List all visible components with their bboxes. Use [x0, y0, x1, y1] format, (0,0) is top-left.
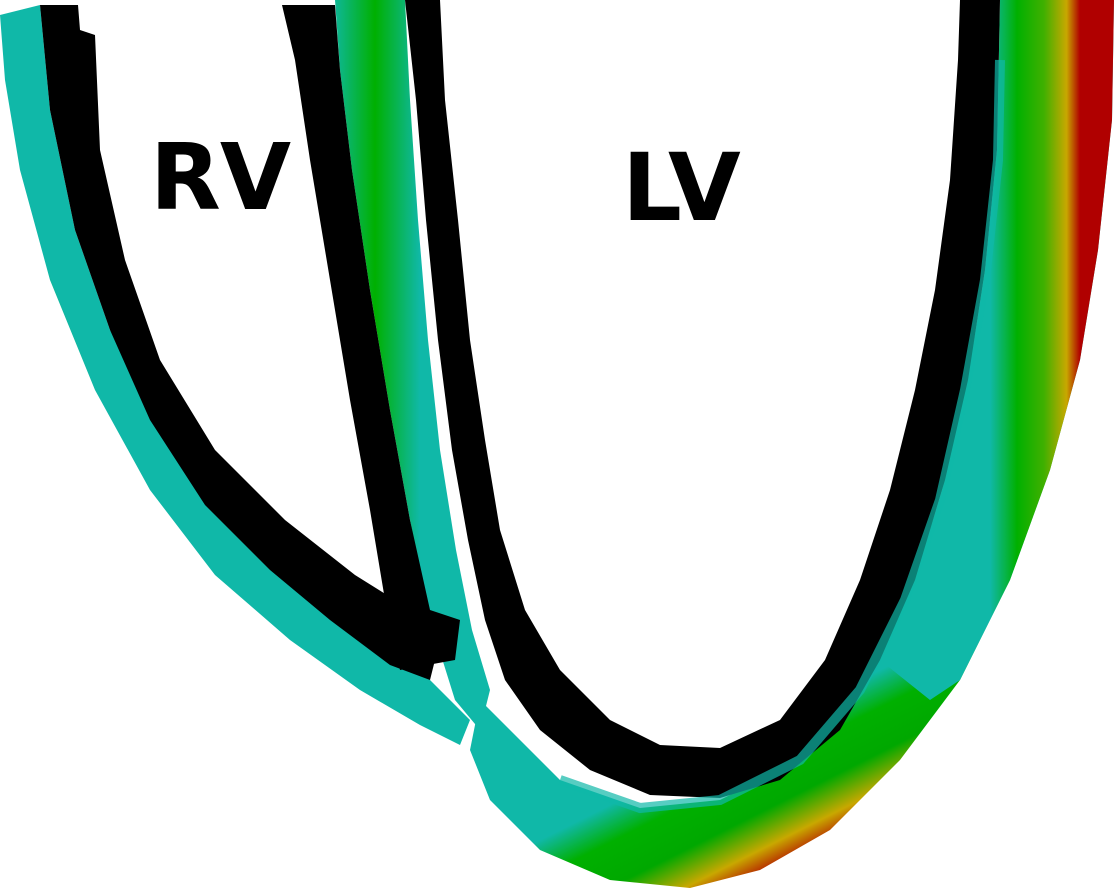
septum-wall: [335, 0, 490, 730]
lv-inner-edge: [558, 59, 1005, 814]
rv-endocardium-septal: [282, 5, 460, 670]
rv-label: RV: [150, 124, 291, 231]
rv-free-wall: [0, 5, 470, 745]
lv-label: LV: [622, 134, 741, 243]
lv-lateral-wall: [880, 0, 1114, 700]
